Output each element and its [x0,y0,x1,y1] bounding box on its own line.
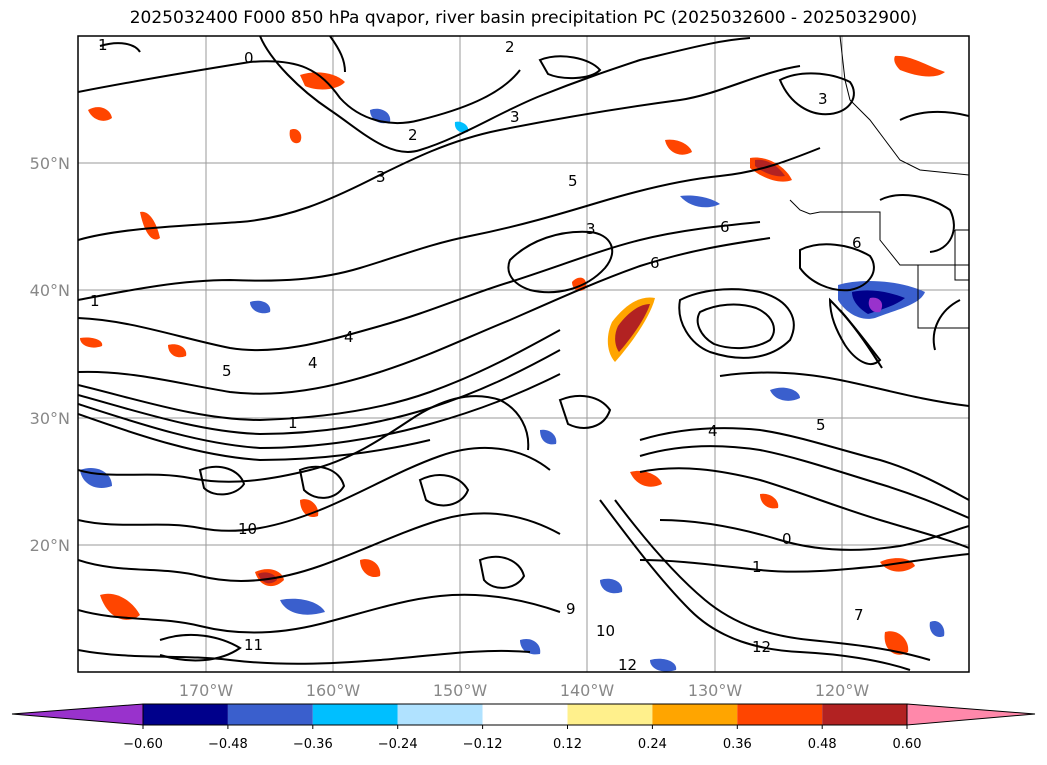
lat-tick-label: 40°N [30,281,70,300]
contour-label: 4 [344,328,354,346]
lat-axis: 50°N 40°N 30°N 20°N [30,154,70,555]
colorbar-tick-label: −0.60 [123,737,163,752]
contour-label: 9 [566,600,576,618]
colorbar-segment [567,704,653,725]
lon-tick-label: 130°W [688,681,743,700]
contour-labels: 0 1 2 2 3 3 3 3 4 4 5 5 6 6 6 1 5 4 0 1 … [90,36,864,674]
contour-label: 1 [752,558,762,576]
contour-label: 3 [586,220,596,238]
contour-label: 2 [505,38,515,56]
contour-label: 4 [308,354,318,372]
colorbar-tick-label: −0.48 [208,737,248,752]
contour-label: 1 [98,36,108,54]
coastline [789,36,969,329]
colorbar-segment [397,704,483,725]
lon-tick-label: 140°W [560,681,615,700]
colorbar-tick-label: 0.60 [893,737,922,752]
contour-label: 10 [596,622,615,640]
contour-label: 12 [618,656,637,674]
contour-label: 6 [720,218,730,236]
contour-label: 4 [708,422,718,440]
qvapor-contours [78,36,969,671]
colorbar-tick-label: −0.12 [463,737,503,752]
contour-label: 5 [568,172,578,190]
colorbar-segment [143,704,228,725]
contour-label: 12 [752,638,771,656]
contour-label: 7 [854,606,864,624]
colorbar-tick-label: −0.36 [293,737,333,752]
contour-label: 1 [90,292,100,310]
contour-label: 5 [222,362,232,380]
contour-label: 11 [244,636,263,654]
map-area [78,36,969,672]
colorbar-tick-label: 0.48 [808,737,837,752]
contour-label: 6 [852,234,862,252]
contour-label: 6 [650,254,660,272]
colorbar-segment [227,704,313,725]
contour-label: 1 [288,414,298,432]
colorbar-tick-label: 0.24 [638,737,667,752]
figure-title: 2025032400 F000 850 hPa qvapor, river ba… [129,8,918,28]
colorbar-segment [737,704,823,725]
contour-label: 10 [238,520,257,538]
contour-label: 3 [818,90,828,108]
colorbar-segment [652,704,738,725]
contour-label: 2 [408,126,418,144]
lon-tick-label: 160°W [306,681,361,700]
lon-tick-label: 150°W [433,681,488,700]
colorbar-right-extension [906,703,1036,726]
colorbar-segment [482,704,568,725]
map-border [77,35,970,673]
lon-tick-label: 170°W [179,681,234,700]
colorbar-tick-label: 0.36 [723,737,752,752]
colorbar-segment [312,704,398,725]
contour-label: 5 [816,416,826,434]
lon-tick-label: 120°W [815,681,870,700]
colorbar-tick-label: −0.24 [378,737,418,752]
contour-label: 3 [376,168,386,186]
lat-tick-label: 50°N [30,154,70,173]
contour-label: 0 [782,530,792,548]
contour-label: 3 [510,108,520,126]
lat-tick-label: 20°N [30,536,70,555]
contour-label: 0 [244,49,254,67]
colorbar: −0.60 −0.48 −0.36 −0.24 −0.12 0.12 0.24 … [11,703,1036,752]
lon-axis: 170°W 160°W 150°W 140°W 130°W 120°W [179,681,870,700]
colorbar-left-extension [11,703,144,726]
colorbar-tick-label: 0.12 [553,737,582,752]
colorbar-segment [822,704,908,725]
lat-tick-label: 30°N [30,409,70,428]
